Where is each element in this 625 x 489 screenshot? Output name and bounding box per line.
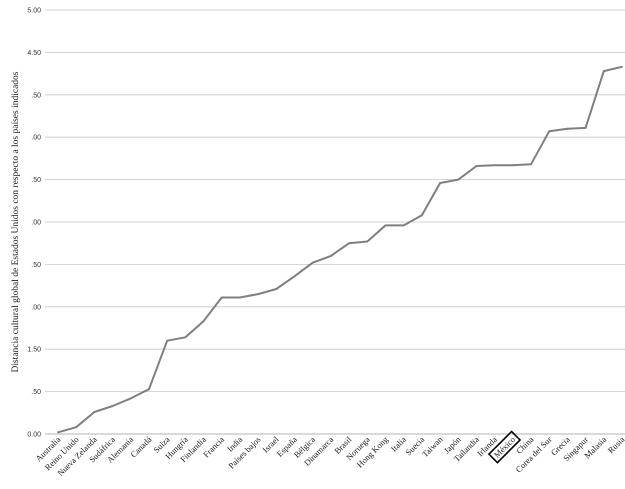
data-point [184, 336, 187, 339]
data-point [129, 397, 132, 400]
data-point [75, 426, 78, 429]
data-point [111, 405, 114, 407]
data-point [621, 65, 623, 68]
y-tick-label: 1.50 [27, 347, 41, 354]
y-tick-label: 0.00 [27, 432, 41, 439]
data-point [148, 388, 150, 390]
data-point [530, 163, 532, 166]
data-point [384, 224, 387, 227]
y-tick-label: .00 [31, 135, 41, 142]
y-tick-label: 5.00 [27, 8, 41, 15]
y-tick-label: 4.50 [27, 50, 41, 57]
data-point [275, 288, 278, 290]
y-tick-label: .50 [31, 177, 41, 184]
series-line [57, 65, 623, 434]
y-axis-label: Distancia cultural global de Estados Uni… [11, 71, 21, 372]
data-point [457, 178, 460, 181]
data-point [348, 242, 350, 245]
data-point [202, 320, 205, 323]
y-tick-label: .50 [31, 92, 41, 99]
y-tick-label: .00 [31, 220, 41, 227]
x-tick-group: Rusia [606, 434, 625, 455]
data-point [330, 255, 332, 257]
y-tick-label: .50 [31, 262, 41, 269]
data-point [366, 240, 369, 243]
x-tick-group: Francia [201, 434, 226, 459]
data-point [220, 296, 223, 299]
data-point [548, 130, 551, 133]
data-point [420, 214, 423, 217]
data-point [93, 411, 96, 413]
data-point [493, 164, 496, 167]
data-point [566, 127, 569, 130]
x-tick-label: Taiwan [420, 434, 445, 459]
data-point [402, 224, 405, 227]
x-tick-label: Canadá [128, 434, 153, 459]
gridlines [45, 9, 625, 393]
y-tick-label: .50 [31, 389, 41, 396]
x-tick-label: Francia [201, 434, 226, 459]
x-tick-group: Canadá [128, 434, 153, 459]
y-tick-label: .00 [31, 304, 41, 311]
x-tick-label: Rusia [606, 434, 625, 455]
data-point [511, 164, 514, 167]
data-point [602, 70, 605, 72]
data-point [584, 126, 587, 129]
data-point [439, 182, 441, 184]
data-point [57, 431, 59, 434]
data-point [257, 293, 260, 295]
x-tick-group: Taiwan [420, 434, 445, 459]
data-point [293, 275, 296, 278]
data-point [166, 339, 169, 342]
data-point [239, 296, 241, 299]
data-point [475, 165, 478, 167]
y-tick-labels: 0.00 .50 1.50 .00 .50 .00 .50 .00 .50 4.50 5.00 [27, 8, 41, 439]
data-point [311, 261, 314, 264]
series-layer [57, 65, 623, 434]
highlight-box [487, 430, 522, 464]
